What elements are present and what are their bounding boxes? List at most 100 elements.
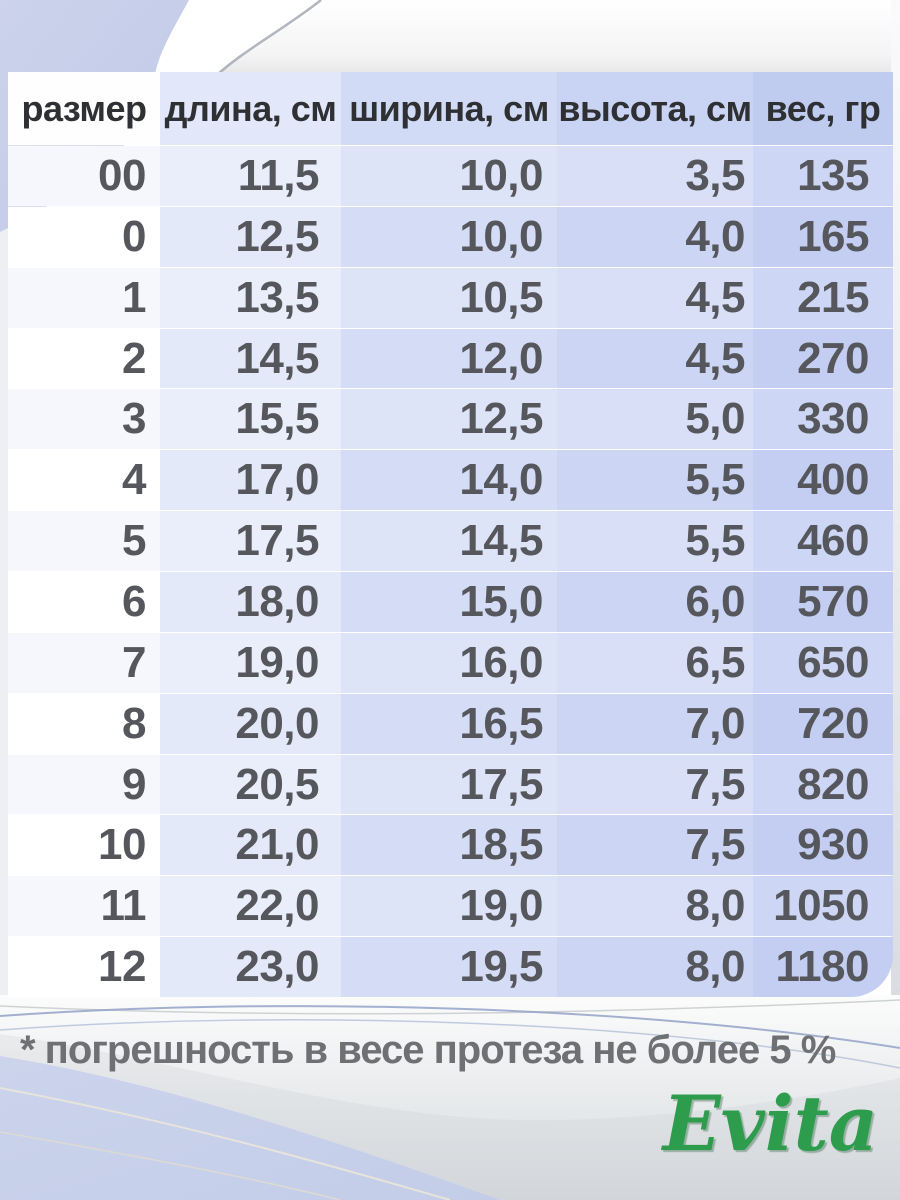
brand-logo: Evita	[662, 1079, 878, 1168]
table-cell: 6,0	[557, 572, 753, 632]
table-cell: 22,0	[160, 876, 341, 937]
table-cell: 720	[753, 693, 893, 754]
bottom-left-light-arc-2	[0, 1131, 341, 1200]
footnote-text: * погрешность в весе протеза не более 5 …	[20, 1028, 836, 1072]
table-cell: 820	[753, 754, 893, 815]
table-row: 2 14,5 12,0 4,5 270	[8, 327, 893, 389]
table-cell: 5,5	[557, 511, 753, 572]
table-cell: 12,5	[160, 206, 341, 267]
top-white-band	[150, 0, 330, 74]
table-cell: 20,5	[160, 754, 341, 815]
table-cell: 270	[753, 328, 893, 389]
table-cell: 10	[8, 815, 160, 876]
header-cell-weight: вес, гр	[753, 72, 893, 145]
table-cell: 15,5	[160, 389, 341, 450]
table-cell: 7,0	[557, 693, 753, 754]
left-margin-strip	[0, 220, 8, 1000]
top-curve-line	[215, 0, 322, 77]
table-cell: 00	[8, 146, 160, 206]
table-cell: 1	[8, 267, 160, 328]
table-cell: 2	[8, 328, 160, 389]
table-row: 9 20,5 17,5 7,5 820	[8, 753, 893, 815]
table-cell: 6,5	[557, 632, 753, 693]
table-cell: 14,5	[160, 328, 341, 389]
table-cell: 14,0	[341, 450, 557, 511]
bottom-blue-curve-line-1	[0, 1005, 900, 1049]
size-table: размер длина, см ширина, см высота, см в…	[8, 72, 893, 997]
table-row: 1 13,5 10,5 4,5 215	[8, 266, 893, 328]
table-cell: 20,0	[160, 693, 341, 754]
header-cell-width: ширина, см	[341, 72, 557, 145]
table-cell: 10,5	[341, 267, 557, 328]
table-cell: 18,0	[160, 572, 341, 632]
table-cell: 165	[753, 206, 893, 267]
table-cell: 3,5	[557, 146, 753, 206]
table-cell: 21,0	[160, 815, 341, 876]
table-row: 4 17,0 14,0 5,5 400	[8, 449, 893, 511]
table-cell: 6	[8, 572, 160, 632]
table-cell: 4,5	[557, 328, 753, 389]
table-cell: 460	[753, 511, 893, 572]
table-cell: 16,0	[341, 632, 557, 693]
table-cell: 7,5	[557, 754, 753, 815]
table-cell: 8,0	[557, 937, 753, 997]
bottom-gray-curve-line	[0, 999, 900, 1015]
table-cell: 8,0	[557, 876, 753, 937]
table-cell: 11,5	[160, 146, 341, 206]
table-row: 0 12,5 10,0 4,0 165	[8, 205, 893, 267]
table-row: 3 15,5 12,5 5,0 330	[8, 388, 893, 450]
table-cell: 17,0	[160, 450, 341, 511]
header-cell-height: высота, см	[557, 72, 753, 145]
right-margin-strip	[891, 0, 900, 1000]
bottom-white-swirl	[0, 995, 900, 1121]
bottom-left-light-arc-1	[0, 1087, 451, 1200]
table-cell: 15,0	[341, 572, 557, 632]
table-row: 12 23,0 19,5 8,0 1180	[8, 936, 893, 997]
table-cell: 10,0	[341, 146, 557, 206]
table-cell: 5	[8, 511, 160, 572]
table-cell: 10,0	[341, 206, 557, 267]
table-cell: 215	[753, 267, 893, 328]
table-cell: 7	[8, 632, 160, 693]
header-cell-length: длина, см	[160, 72, 341, 145]
table-cell: 17,5	[160, 511, 341, 572]
table-cell: 4	[8, 450, 160, 511]
table-cell: 3	[8, 389, 160, 450]
table-cell: 4,5	[557, 267, 753, 328]
size-table-header: размер длина, см ширина, см высота, см в…	[8, 72, 893, 145]
table-cell: 11	[8, 876, 160, 937]
table-row: 5 17,5 14,5 5,5 460	[8, 510, 893, 572]
table-cell: 8	[8, 693, 160, 754]
table-cell: 19,0	[160, 632, 341, 693]
table-row: 11 22,0 19,0 8,0 1050	[8, 875, 893, 937]
table-cell: 14,5	[341, 511, 557, 572]
table-cell: 1050	[753, 876, 893, 937]
table-cell: 19,0	[341, 876, 557, 937]
table-cell: 12,0	[341, 328, 557, 389]
table-cell: 7,5	[557, 815, 753, 876]
table-cell: 135	[753, 146, 893, 206]
bottom-blue-curve-line-2	[0, 1019, 900, 1069]
table-cell: 4,0	[557, 206, 753, 267]
table-cell: 330	[753, 389, 893, 450]
table-cell: 5,0	[557, 389, 753, 450]
table-cell: 930	[753, 815, 893, 876]
table-cell: 23,0	[160, 937, 341, 997]
table-cell: 5,5	[557, 450, 753, 511]
table-row: 6 18,0 15,0 6,0 570	[8, 571, 893, 632]
table-row: 7 19,0 16,0 6,5 650	[8, 631, 893, 693]
table-cell: 17,5	[341, 754, 557, 815]
table-cell: 13,5	[160, 267, 341, 328]
header-cell-size: размер	[8, 72, 160, 145]
table-cell: 400	[753, 450, 893, 511]
table-cell: 570	[753, 572, 893, 632]
table-cell: 650	[753, 632, 893, 693]
table-row: 00 11,5 10,0 3,5 135	[8, 145, 893, 206]
table-cell: 12	[8, 937, 160, 997]
table-row: 8 20,0 16,5 7,0 720	[8, 692, 893, 754]
table-cell: 19,5	[341, 937, 557, 997]
table-cell: 0	[8, 206, 160, 267]
table-row: 10 21,0 18,5 7,5 930	[8, 814, 893, 876]
table-cell: 9	[8, 754, 160, 815]
table-cell: 12,5	[341, 389, 557, 450]
